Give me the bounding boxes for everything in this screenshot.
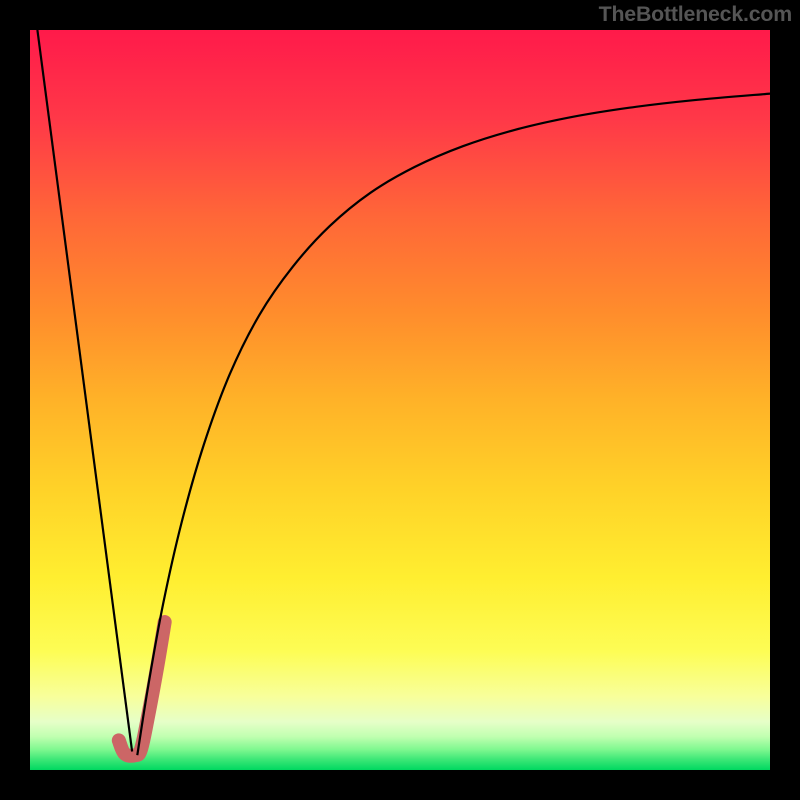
left-line-curve <box>37 30 132 752</box>
watermark-text: TheBottleneck.com <box>599 2 792 27</box>
plot-area <box>30 30 770 770</box>
hook-overlay-curve <box>119 622 165 756</box>
curves-layer <box>30 30 770 770</box>
chart-container: TheBottleneck.com <box>0 0 800 800</box>
right-asymptote-curve <box>137 94 770 756</box>
